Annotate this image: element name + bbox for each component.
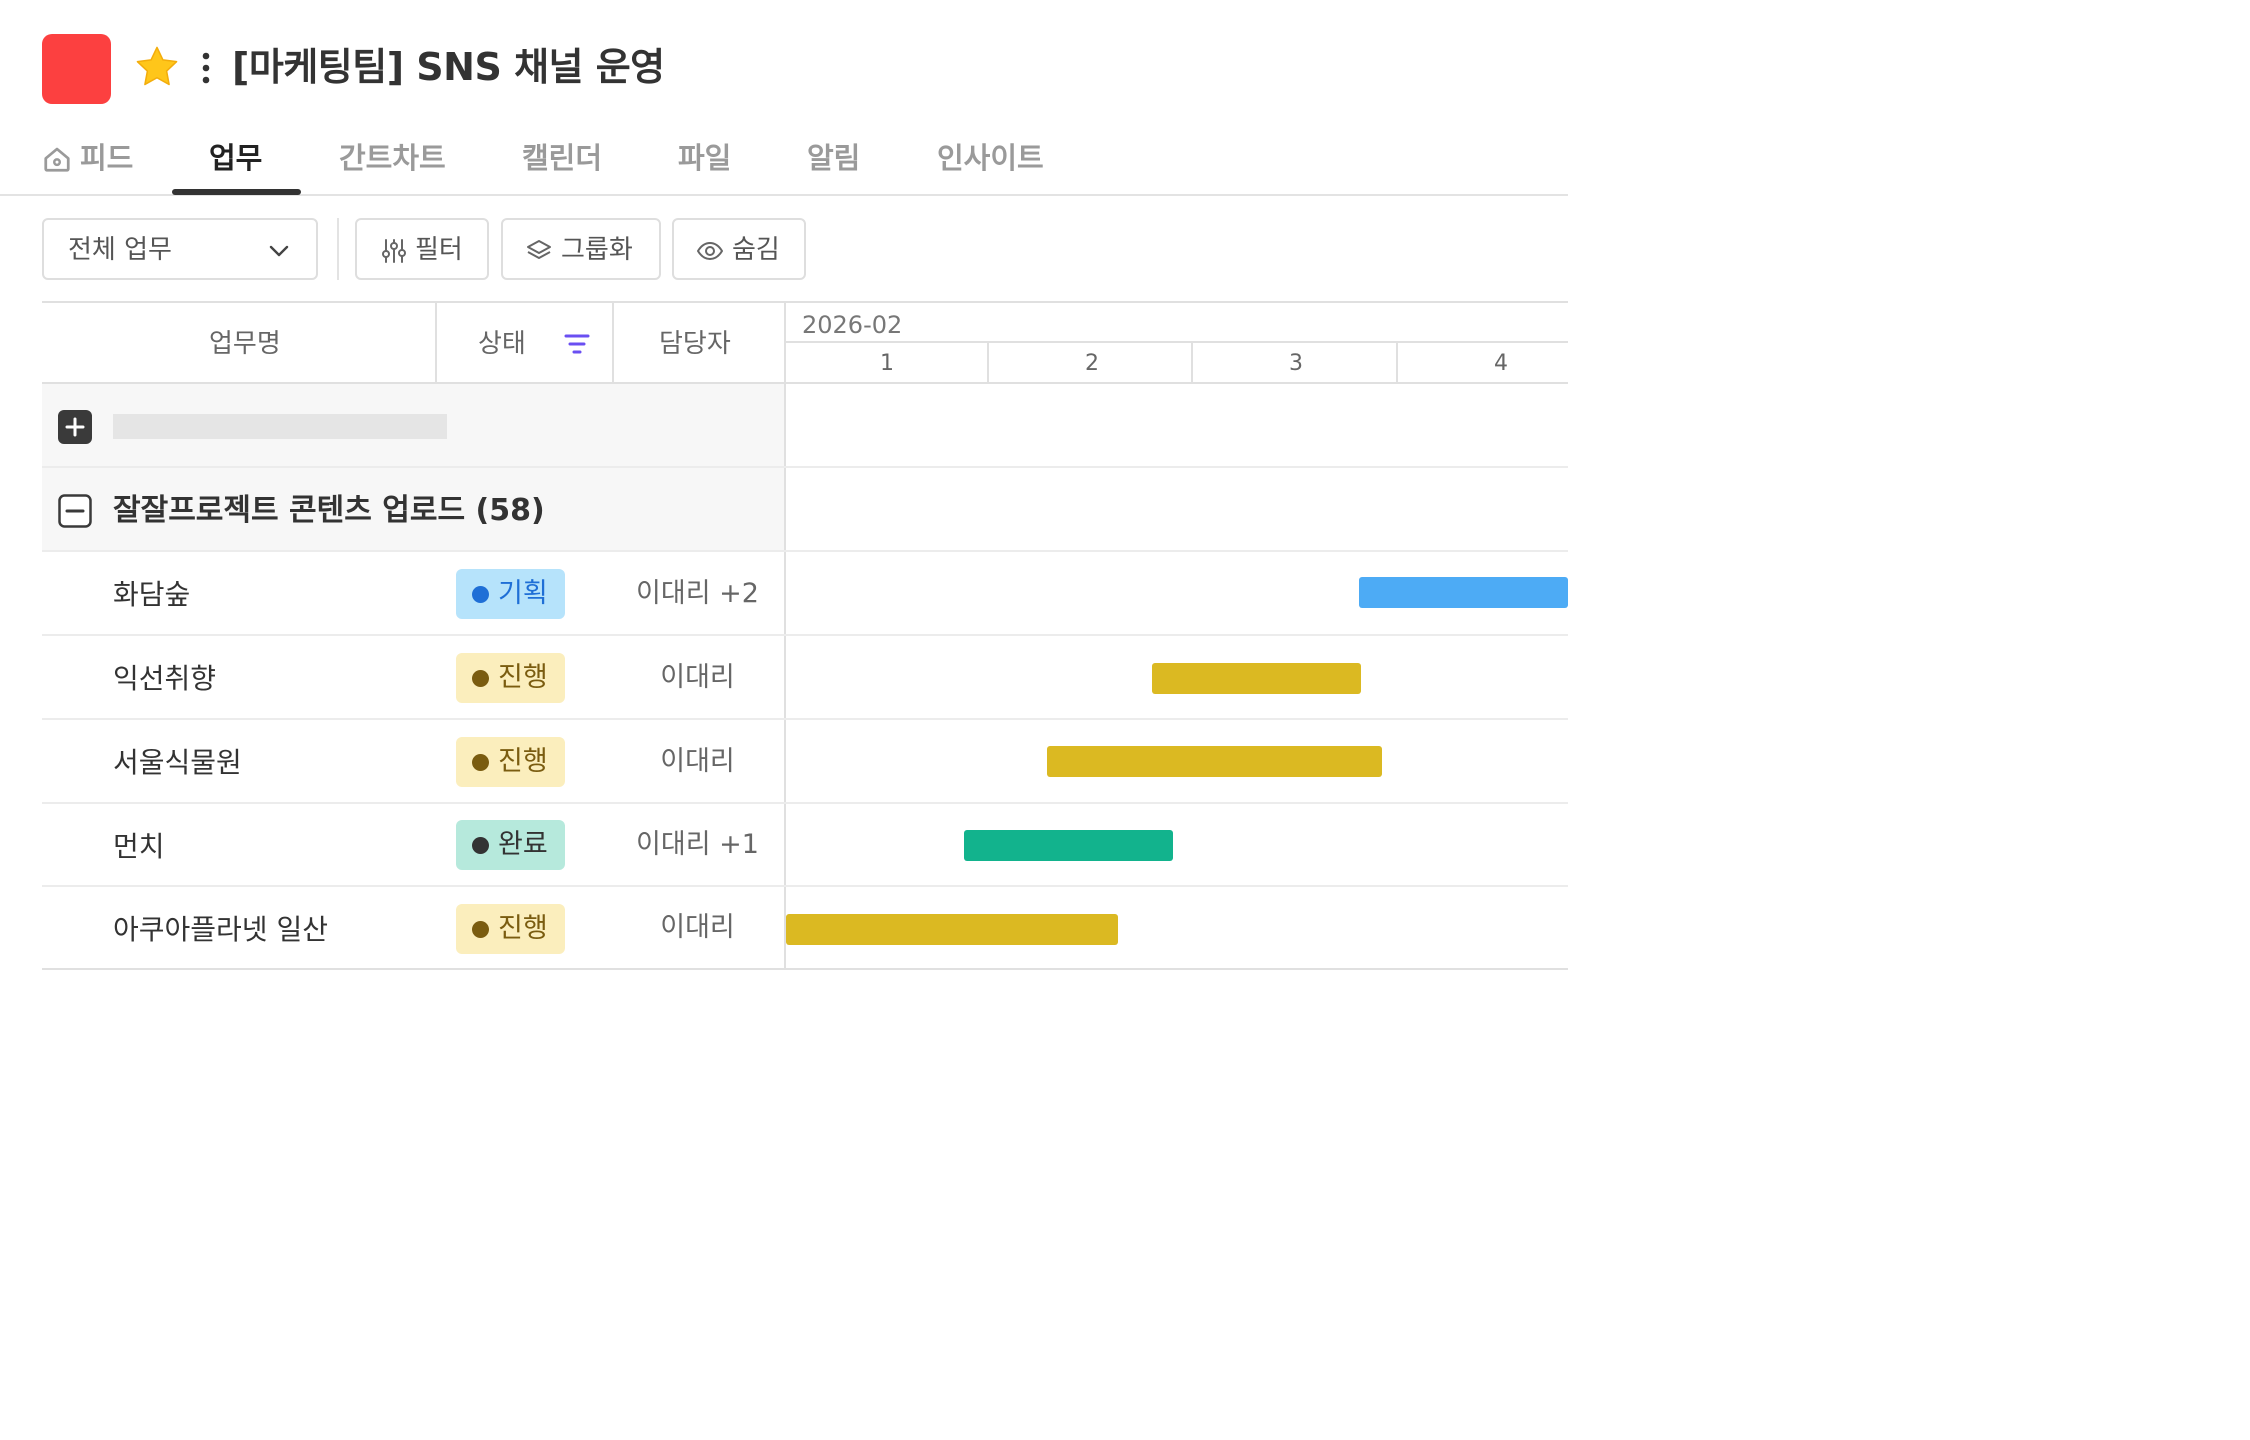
status-badge[interactable]: 진행	[456, 904, 565, 954]
status-label: 진행	[498, 746, 548, 777]
tab-files[interactable]: 파일	[678, 141, 732, 175]
new-task-input-placeholder[interactable]	[113, 414, 447, 439]
group-label: 그룹화	[561, 235, 633, 265]
task-scope-select[interactable]: 전체 업무	[42, 218, 318, 280]
tab-feed[interactable]: 피드	[80, 141, 134, 175]
task-name[interactable]: 먼치	[113, 830, 165, 863]
tab-notifications[interactable]: 알림	[807, 141, 861, 175]
hide-button[interactable]: 숨김	[672, 218, 806, 280]
chevron-down-icon	[269, 245, 289, 257]
assignee[interactable]: 이대리	[660, 662, 735, 693]
assignee[interactable]: 이대리 +1	[636, 829, 759, 860]
status-badge[interactable]: 진행	[456, 653, 565, 703]
gantt-month-divider	[786, 341, 1568, 343]
gantt-bar[interactable]	[964, 830, 1173, 861]
plus-icon[interactable]	[58, 410, 92, 444]
tab-insights[interactable]: 인사이트	[937, 141, 1044, 175]
row-divider	[42, 718, 1568, 720]
table-bottom-border	[42, 968, 1568, 970]
assignee[interactable]: 이대리	[660, 912, 735, 943]
gantt-bar[interactable]	[1047, 746, 1382, 777]
gantt-bar[interactable]	[786, 914, 1118, 945]
status-dot	[472, 754, 489, 771]
column-separator	[612, 303, 614, 383]
group-title[interactable]: 잘잘프로젝트 콘텐츠 업로드 (58)	[113, 493, 545, 528]
sort-filter-icon[interactable]	[564, 333, 590, 355]
column-header-assignee[interactable]: 담당자	[659, 329, 731, 359]
collapse-icon[interactable]	[58, 494, 92, 528]
column-header-task[interactable]: 업무명	[209, 329, 281, 359]
gantt-day-label: 4	[1494, 351, 1508, 376]
status-label: 기획	[498, 578, 548, 609]
row-divider	[42, 634, 1568, 636]
status-label: 완료	[498, 829, 548, 860]
toolbar-divider	[337, 218, 339, 280]
group-row	[42, 468, 784, 550]
status-dot	[472, 670, 489, 687]
layers-icon	[527, 240, 551, 259]
column-separator	[435, 303, 437, 383]
status-dot	[472, 586, 489, 603]
status-label: 진행	[498, 913, 548, 944]
project-title: [마케팅팀] SNS 채널 운영	[232, 45, 665, 89]
row-divider	[42, 466, 1568, 468]
table-header-border	[42, 382, 1568, 384]
gantt-day-separator	[1191, 343, 1193, 383]
filter-button[interactable]: 필터	[355, 218, 489, 280]
more-vertical-icon[interactable]	[196, 48, 216, 88]
status-badge[interactable]: 완료	[456, 820, 565, 870]
gantt-bar[interactable]	[1152, 663, 1361, 694]
gantt-day-label: 3	[1289, 351, 1303, 376]
status-badge[interactable]: 기획	[456, 569, 565, 619]
task-name[interactable]: 서울식물원	[113, 746, 242, 779]
row-divider	[42, 550, 1568, 552]
hide-label: 숨김	[732, 235, 780, 265]
status-dot	[472, 837, 489, 854]
assignee[interactable]: 이대리 +2	[636, 578, 759, 609]
group-button[interactable]: 그룹화	[501, 218, 661, 280]
gantt-bar[interactable]	[1359, 577, 1568, 608]
star-icon[interactable]	[134, 44, 180, 90]
project-color-badge[interactable]	[42, 34, 111, 104]
tab-calendar[interactable]: 캘린더	[522, 141, 603, 175]
filter-label: 필터	[415, 235, 463, 265]
gantt-day-label: 1	[880, 351, 894, 376]
table-top-border	[42, 301, 1568, 303]
task-name[interactable]: 화담숲	[113, 578, 191, 611]
status-dot	[472, 921, 489, 938]
gantt-month-label: 2026-02	[802, 311, 903, 339]
home-icon	[44, 147, 70, 172]
task-name[interactable]: 아쿠아플라넷 일산	[113, 913, 328, 946]
tab-tasks[interactable]: 업무	[209, 141, 263, 175]
row-divider	[42, 885, 1568, 887]
gantt-separator	[784, 303, 786, 970]
filter-sliders-icon	[382, 239, 406, 263]
gantt-day-label: 2	[1085, 351, 1099, 376]
task-name[interactable]: 익선취향	[113, 662, 217, 695]
row-divider	[42, 802, 1568, 804]
column-header-status[interactable]: 상태	[478, 329, 526, 359]
status-badge[interactable]: 진행	[456, 737, 565, 787]
status-label: 진행	[498, 662, 548, 693]
gantt-day-separator	[1396, 343, 1398, 383]
assignee[interactable]: 이대리	[660, 746, 735, 777]
eye-icon	[697, 242, 723, 260]
tab-bar: 피드 업무 간트차트 캘린더 파일 알림 인사이트	[0, 126, 1568, 196]
task-scope-label: 전체 업무	[68, 235, 172, 265]
tab-gantt[interactable]: 간트차트	[339, 141, 446, 175]
gantt-day-separator	[987, 343, 989, 383]
active-tab-indicator	[172, 189, 301, 195]
